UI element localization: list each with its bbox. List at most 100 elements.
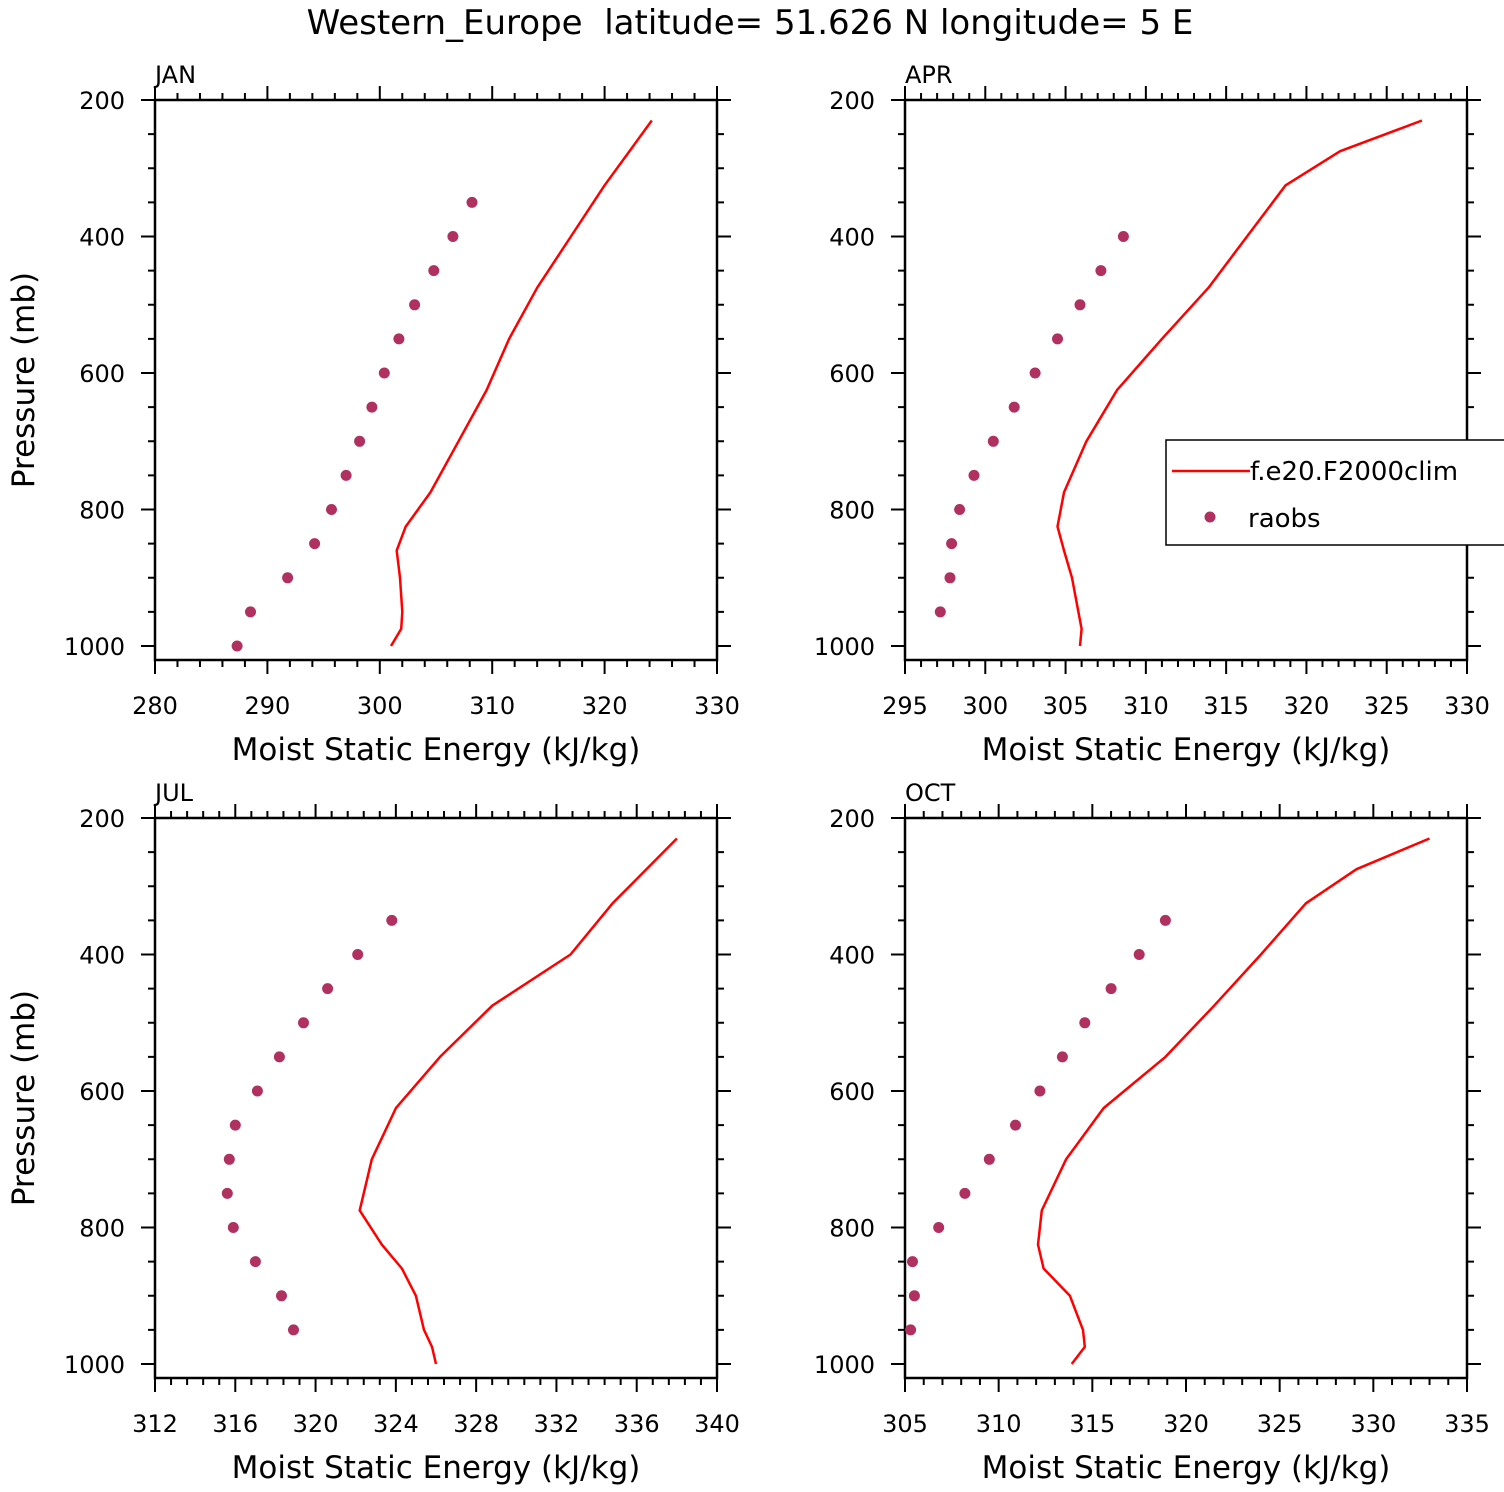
raobs-point xyxy=(229,1119,241,1131)
raobs-point xyxy=(282,572,294,584)
raobs-point xyxy=(934,606,946,618)
raobs-point xyxy=(1159,914,1171,926)
raobs-point xyxy=(983,1153,995,1165)
panel-jan: JAN 200 400 600 800 1000 280 290 300 310 320 330 Moi… xyxy=(6,61,740,768)
y-tick-label: 600 xyxy=(829,360,875,388)
y-tick-label: 800 xyxy=(79,497,125,525)
raobs-point xyxy=(352,949,364,960)
raobs-point xyxy=(288,1324,299,1336)
raobs-point xyxy=(378,367,390,379)
raobs-point xyxy=(1117,231,1129,242)
y-tick-label: 1000 xyxy=(814,1351,875,1379)
raobs-point xyxy=(309,538,321,550)
raobs-point xyxy=(1079,1017,1091,1029)
raobs-point xyxy=(1133,949,1145,960)
raobs-point xyxy=(1034,1085,1046,1097)
panel-title: JUL xyxy=(153,779,194,807)
x-tick-label: 316 xyxy=(212,1410,258,1438)
x-tick-label: 325 xyxy=(1364,692,1410,720)
panel-title: JAN xyxy=(153,61,196,89)
y-tick-label: 1000 xyxy=(64,633,125,661)
plot-frame xyxy=(903,98,1469,662)
y-tick-label: 400 xyxy=(79,942,125,970)
x-tick-label: 312 xyxy=(132,1410,178,1438)
model-profile-line xyxy=(1036,837,1430,1365)
x-tick-label: 305 xyxy=(882,1410,928,1438)
raobs-point xyxy=(1074,299,1086,311)
raobs-point xyxy=(959,1187,971,1199)
raobs-point xyxy=(326,504,337,515)
raobs-point xyxy=(322,983,334,995)
y-tick-label: 1000 xyxy=(64,1351,125,1379)
raobs-point xyxy=(366,401,378,413)
y-tick-label: 400 xyxy=(829,942,875,970)
raobs-point xyxy=(251,1085,263,1097)
x-tick-label: 315 xyxy=(1203,692,1249,720)
x-tick-label: 305 xyxy=(1043,692,1089,720)
y-tick-label: 400 xyxy=(829,224,875,252)
raobs-point xyxy=(231,640,243,652)
y-axis-label: Pressure (mb) xyxy=(6,272,42,488)
x-tick-label: 320 xyxy=(293,1410,339,1438)
raobs-point xyxy=(227,1222,239,1233)
x-tick-label: 320 xyxy=(1163,1410,1209,1438)
x-tick-label: 315 xyxy=(1069,1410,1115,1438)
x-tick-label: 280 xyxy=(132,692,178,720)
x-tick-label: 332 xyxy=(534,1410,580,1438)
x-axis-label: Moist Static Energy (kJ/kg) xyxy=(982,1450,1391,1486)
raobs-point xyxy=(1010,1119,1021,1131)
y-axis-label: Pressure (mb) xyxy=(6,990,42,1206)
raobs-point xyxy=(466,196,478,208)
raobs-point xyxy=(428,265,440,277)
legend-obs-marker xyxy=(1204,511,1216,523)
x-tick-label: 328 xyxy=(453,1410,499,1438)
y-tick-label: 800 xyxy=(79,1215,125,1243)
raobs-point xyxy=(1056,1051,1068,1063)
x-tick-label: 330 xyxy=(1350,1410,1396,1438)
raobs-point xyxy=(944,572,956,584)
x-tick-label: 330 xyxy=(694,692,740,720)
raobs-point xyxy=(987,435,999,447)
raobs-point xyxy=(1052,333,1063,345)
plot-frame xyxy=(153,98,719,662)
raobs-point xyxy=(968,469,980,481)
model-profile-line xyxy=(389,119,653,647)
raobs-point xyxy=(298,1017,309,1029)
model-profile-line xyxy=(358,837,678,1365)
y-tick-label: 400 xyxy=(79,224,125,252)
x-tick-label: 300 xyxy=(962,692,1008,720)
panels: JAN 200 400 600 800 1000 280 290 300 310 320 330 Moi… xyxy=(6,61,1490,1486)
raobs-point xyxy=(1105,983,1117,995)
x-tick-label: 295 xyxy=(882,692,928,720)
raobs-point xyxy=(447,231,459,242)
raobs-point xyxy=(954,504,966,515)
raobs-point xyxy=(249,1256,261,1268)
raobs-point xyxy=(276,1290,287,1302)
panel-oct: OCT 200 400 600 800 1000 305 310 315 320 325 330 335… xyxy=(814,779,1490,1486)
x-tick-label: 320 xyxy=(582,692,628,720)
raobs-point xyxy=(223,1153,235,1165)
x-tick-label: 310 xyxy=(469,692,515,720)
y-tick-label: 200 xyxy=(829,805,875,833)
plot-frame xyxy=(153,816,719,1380)
x-axis-label: Moist Static Energy (kJ/kg) xyxy=(982,732,1391,768)
raobs-point xyxy=(908,1290,920,1302)
panel-title: OCT xyxy=(905,779,956,807)
raobs-point xyxy=(386,914,398,926)
raobs-point xyxy=(245,606,256,618)
y-tick-label: 800 xyxy=(829,497,875,525)
y-tick-label: 200 xyxy=(829,87,875,115)
y-tick-label: 600 xyxy=(79,360,125,388)
x-tick-label: 310 xyxy=(1123,692,1169,720)
raobs-point xyxy=(946,538,958,550)
legend-model-label: f.e20.F2000clim xyxy=(1250,457,1458,487)
y-tick-label: 800 xyxy=(829,1215,875,1243)
figure-title: Western_Europe latitude= 51.626 N longit… xyxy=(307,3,1194,43)
raobs-point xyxy=(1029,367,1041,379)
x-tick-label: 335 xyxy=(1444,1410,1490,1438)
raobs-point xyxy=(354,435,366,447)
x-tick-label: 336 xyxy=(614,1410,660,1438)
x-axis-label: Moist Static Energy (kJ/kg) xyxy=(232,1450,641,1486)
raobs-point xyxy=(907,1256,918,1268)
